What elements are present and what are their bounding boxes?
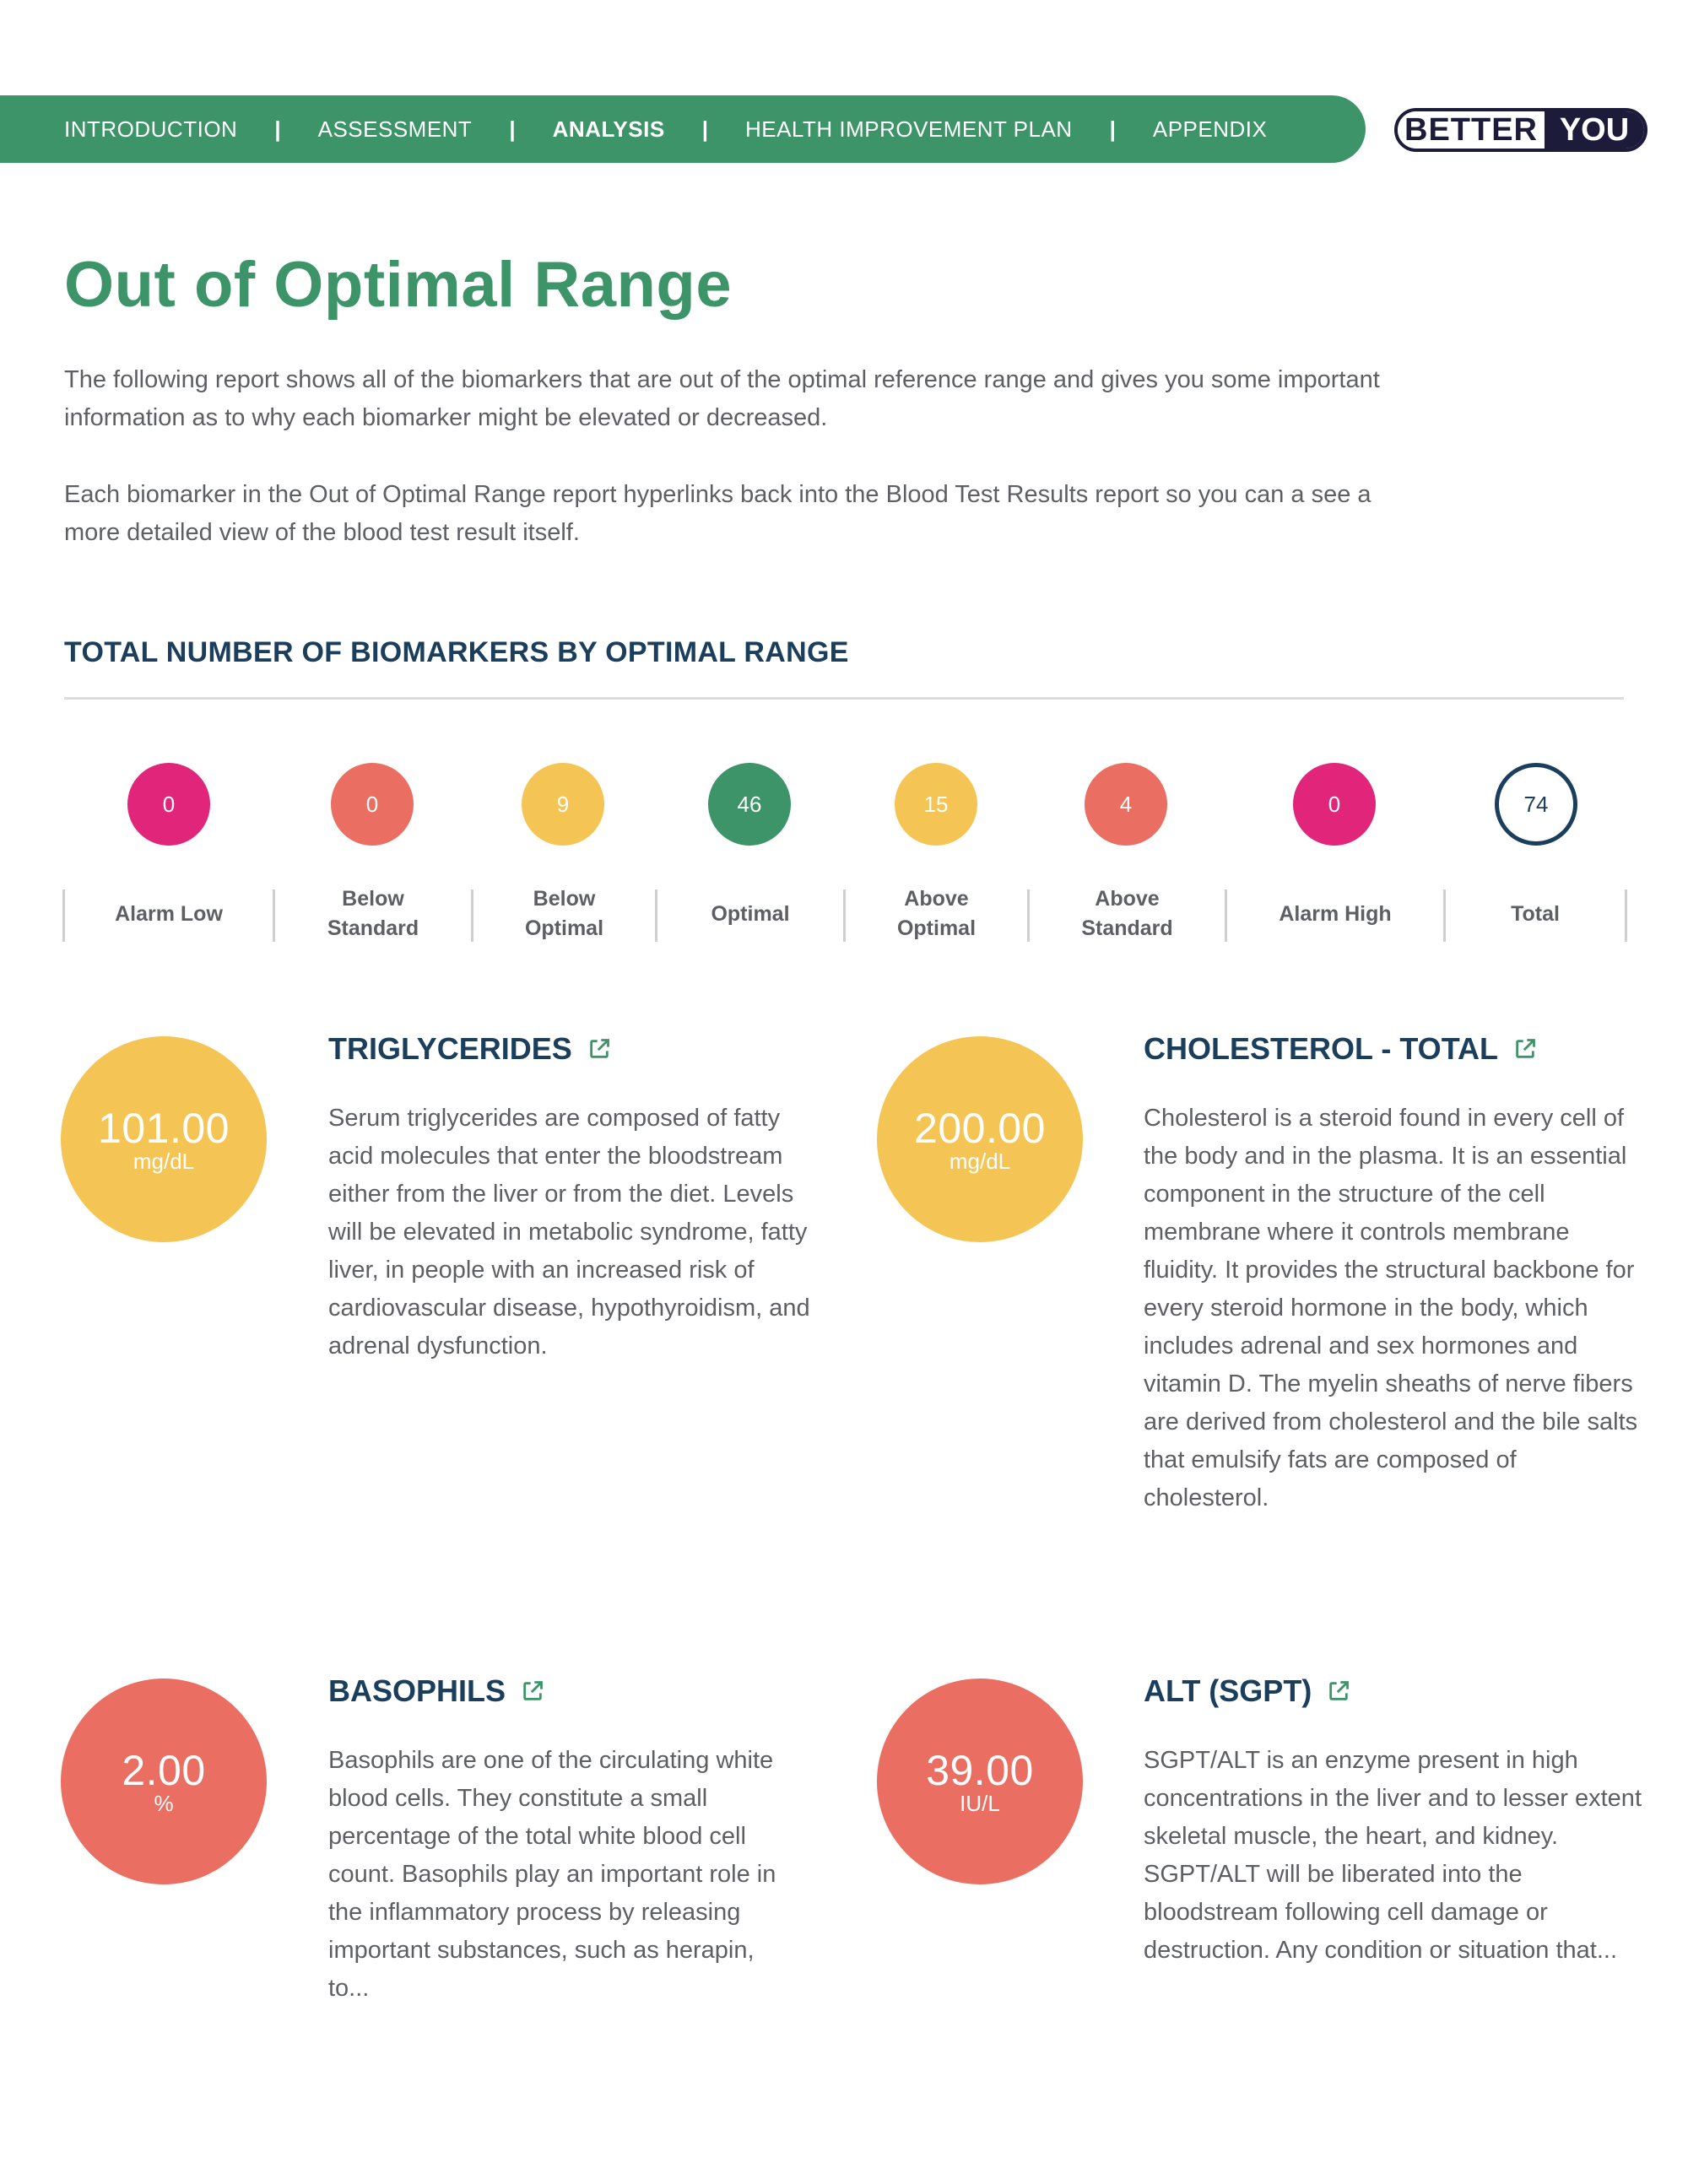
external-link-icon [1329, 1681, 1350, 1700]
total-label-text: Total [1511, 901, 1560, 926]
above-optimal-count: 15 [895, 763, 977, 846]
column-divider [1625, 889, 1627, 942]
nav-tab-analysis[interactable]: ANALYSIS [552, 116, 665, 142]
external-link-icon [1516, 1039, 1535, 1058]
column-divider [1027, 889, 1030, 942]
alt-value: 39.00 [926, 1747, 1034, 1794]
cholesterol-description: Cholesterol is a steroid found in every … [1144, 1105, 1638, 1511]
external-link-icon [590, 1039, 609, 1058]
triglycerides-value-circle: 101.00 mg/dL [61, 1036, 267, 1242]
cholesterol-total-title: CHOLESTEROL - TOTAL [1144, 1031, 1498, 1066]
triglycerides-link[interactable]: TRIGLYCERIDES [328, 1031, 611, 1067]
optimal-label: Optimal [657, 886, 843, 942]
basophils-unit: % [154, 1791, 174, 1816]
column-divider [1443, 889, 1446, 942]
alarm-high-label: Alarm High [1227, 886, 1443, 942]
intro-paragraph-2: Each biomarker in the Out of Optimal Ran… [64, 481, 1372, 546]
external-link-icon [523, 1681, 543, 1700]
triglycerides-title: TRIGLYCERIDES [328, 1031, 572, 1066]
summary-section-title: TOTAL NUMBER OF BIOMARKERS BY OPTIMAL RA… [64, 636, 849, 668]
logo-text-you: YOU [1545, 111, 1644, 149]
alarm-high-label-text: Alarm High [1279, 901, 1392, 926]
triglycerides-value: 101.00 [98, 1105, 230, 1152]
above-optimal-label: Above Optimal [846, 886, 1027, 942]
basophils-value-circle: 2.00 % [61, 1679, 267, 1884]
alt-value-circle: 39.00 IU/L [877, 1679, 1083, 1884]
above-standard-label: Above Standard [1030, 886, 1225, 942]
logo-text-better: BETTER [1398, 111, 1545, 149]
basophils-title: BASOPHILS [328, 1673, 506, 1708]
alt-sgpt-title: ALT (SGPT) [1144, 1673, 1312, 1708]
triglycerides-description: Serum triglycerides are composed of fatt… [328, 1105, 810, 1360]
better-you-logo: BETTER YOU [1394, 108, 1647, 152]
optimal-count: 46 [708, 763, 791, 846]
column-divider [655, 889, 657, 942]
total-count: 74 [1495, 763, 1577, 846]
column-divider [843, 889, 846, 942]
cholesterol-value: 200.00 [914, 1105, 1046, 1152]
section-nav-bar: INTRODUCTION | ASSESSMENT | ANALYSIS | H… [0, 95, 1366, 163]
below-optimal-count: 9 [522, 763, 604, 846]
nav-separator: | [701, 116, 708, 142]
total-label: Total [1446, 886, 1625, 942]
below-optimal-label-text: Below Optimal [524, 887, 604, 940]
below-standard-label: Below Standard [275, 886, 471, 942]
cholesterol-unit: mg/dL [949, 1149, 1011, 1174]
nav-separator: | [1109, 116, 1116, 142]
cholesterol-total-link[interactable]: CHOLESTEROL - TOTAL [1144, 1031, 1537, 1067]
nav-tab-introduction[interactable]: INTRODUCTION [64, 116, 238, 142]
column-divider [471, 889, 473, 942]
triglycerides-unit: mg/dL [133, 1149, 195, 1174]
basophils-description: Basophils are one of the circulating whi… [328, 1747, 776, 2002]
nav-tab-health-improvement-plan[interactable]: HEALTH IMPROVEMENT PLAN [744, 116, 1073, 142]
nav-tab-appendix[interactable]: APPENDIX [1152, 116, 1268, 142]
basophils-value: 2.00 [122, 1747, 206, 1794]
section-divider [64, 697, 1624, 700]
above-optimal-label-text: Above Optimal [896, 887, 977, 940]
column-divider [1225, 889, 1227, 942]
below-standard-count: 0 [331, 763, 414, 846]
alarm-high-count: 0 [1293, 763, 1376, 846]
alt-sgpt-link[interactable]: ALT (SGPT) [1144, 1673, 1350, 1709]
above-standard-count: 4 [1085, 763, 1167, 846]
nav-separator: | [509, 116, 516, 142]
alarm-low-count: 0 [127, 763, 210, 846]
alarm-low-label: Alarm Low [65, 886, 273, 942]
nav-separator: | [274, 116, 281, 142]
above-standard-label-text: Above Standard [1081, 887, 1173, 940]
column-divider [273, 889, 275, 942]
below-optimal-label: Below Optimal [473, 886, 655, 942]
basophils-link[interactable]: BASOPHILS [328, 1673, 544, 1709]
alt-description: SGPT/ALT is an enzyme present in high co… [1144, 1747, 1642, 1964]
below-standard-label-text: Below Standard [327, 887, 419, 940]
nav-tab-assessment[interactable]: ASSESSMENT [317, 116, 473, 142]
intro-paragraph-1: The following report shows all of the bi… [64, 366, 1380, 431]
cholesterol-value-circle: 200.00 mg/dL [877, 1036, 1083, 1242]
alarm-low-label-text: Alarm Low [115, 901, 223, 926]
column-divider [62, 889, 65, 942]
optimal-label-text: Optimal [711, 901, 790, 926]
page-title: Out of Optimal Range [64, 249, 733, 321]
alt-unit: IU/L [960, 1791, 1000, 1816]
